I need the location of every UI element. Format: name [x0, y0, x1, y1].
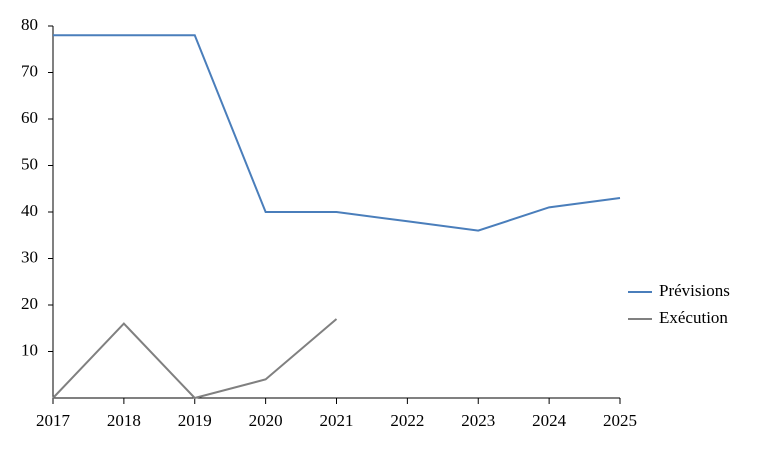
- line-series: [53, 34, 621, 232]
- x-tick-label: 2025: [603, 411, 637, 430]
- x-tick-label: 2024: [532, 411, 567, 430]
- y-tick-label: 70: [21, 61, 38, 80]
- y-tick-label: 10: [21, 340, 38, 359]
- x-tick-label: 2018: [107, 411, 141, 430]
- x-tick-label: 2023: [461, 411, 495, 430]
- x-tick-label: 2021: [320, 411, 354, 430]
- x-tick-label: 2017: [36, 411, 71, 430]
- x-tick-label: 2019: [178, 411, 212, 430]
- y-tick-label: 20: [21, 294, 38, 313]
- y-tick-label: 40: [21, 201, 38, 220]
- line-series: [52, 318, 338, 400]
- y-tick-label: 80: [21, 15, 38, 34]
- legend-label: Prévisions: [659, 281, 730, 300]
- x-tick-label: 2020: [249, 411, 283, 430]
- y-tick-label: 30: [21, 247, 38, 266]
- x-tick-label: 2022: [390, 411, 424, 430]
- y-tick-label: 60: [21, 108, 38, 127]
- y-tick-label: 50: [21, 154, 38, 173]
- legend-label: Exécution: [659, 308, 728, 327]
